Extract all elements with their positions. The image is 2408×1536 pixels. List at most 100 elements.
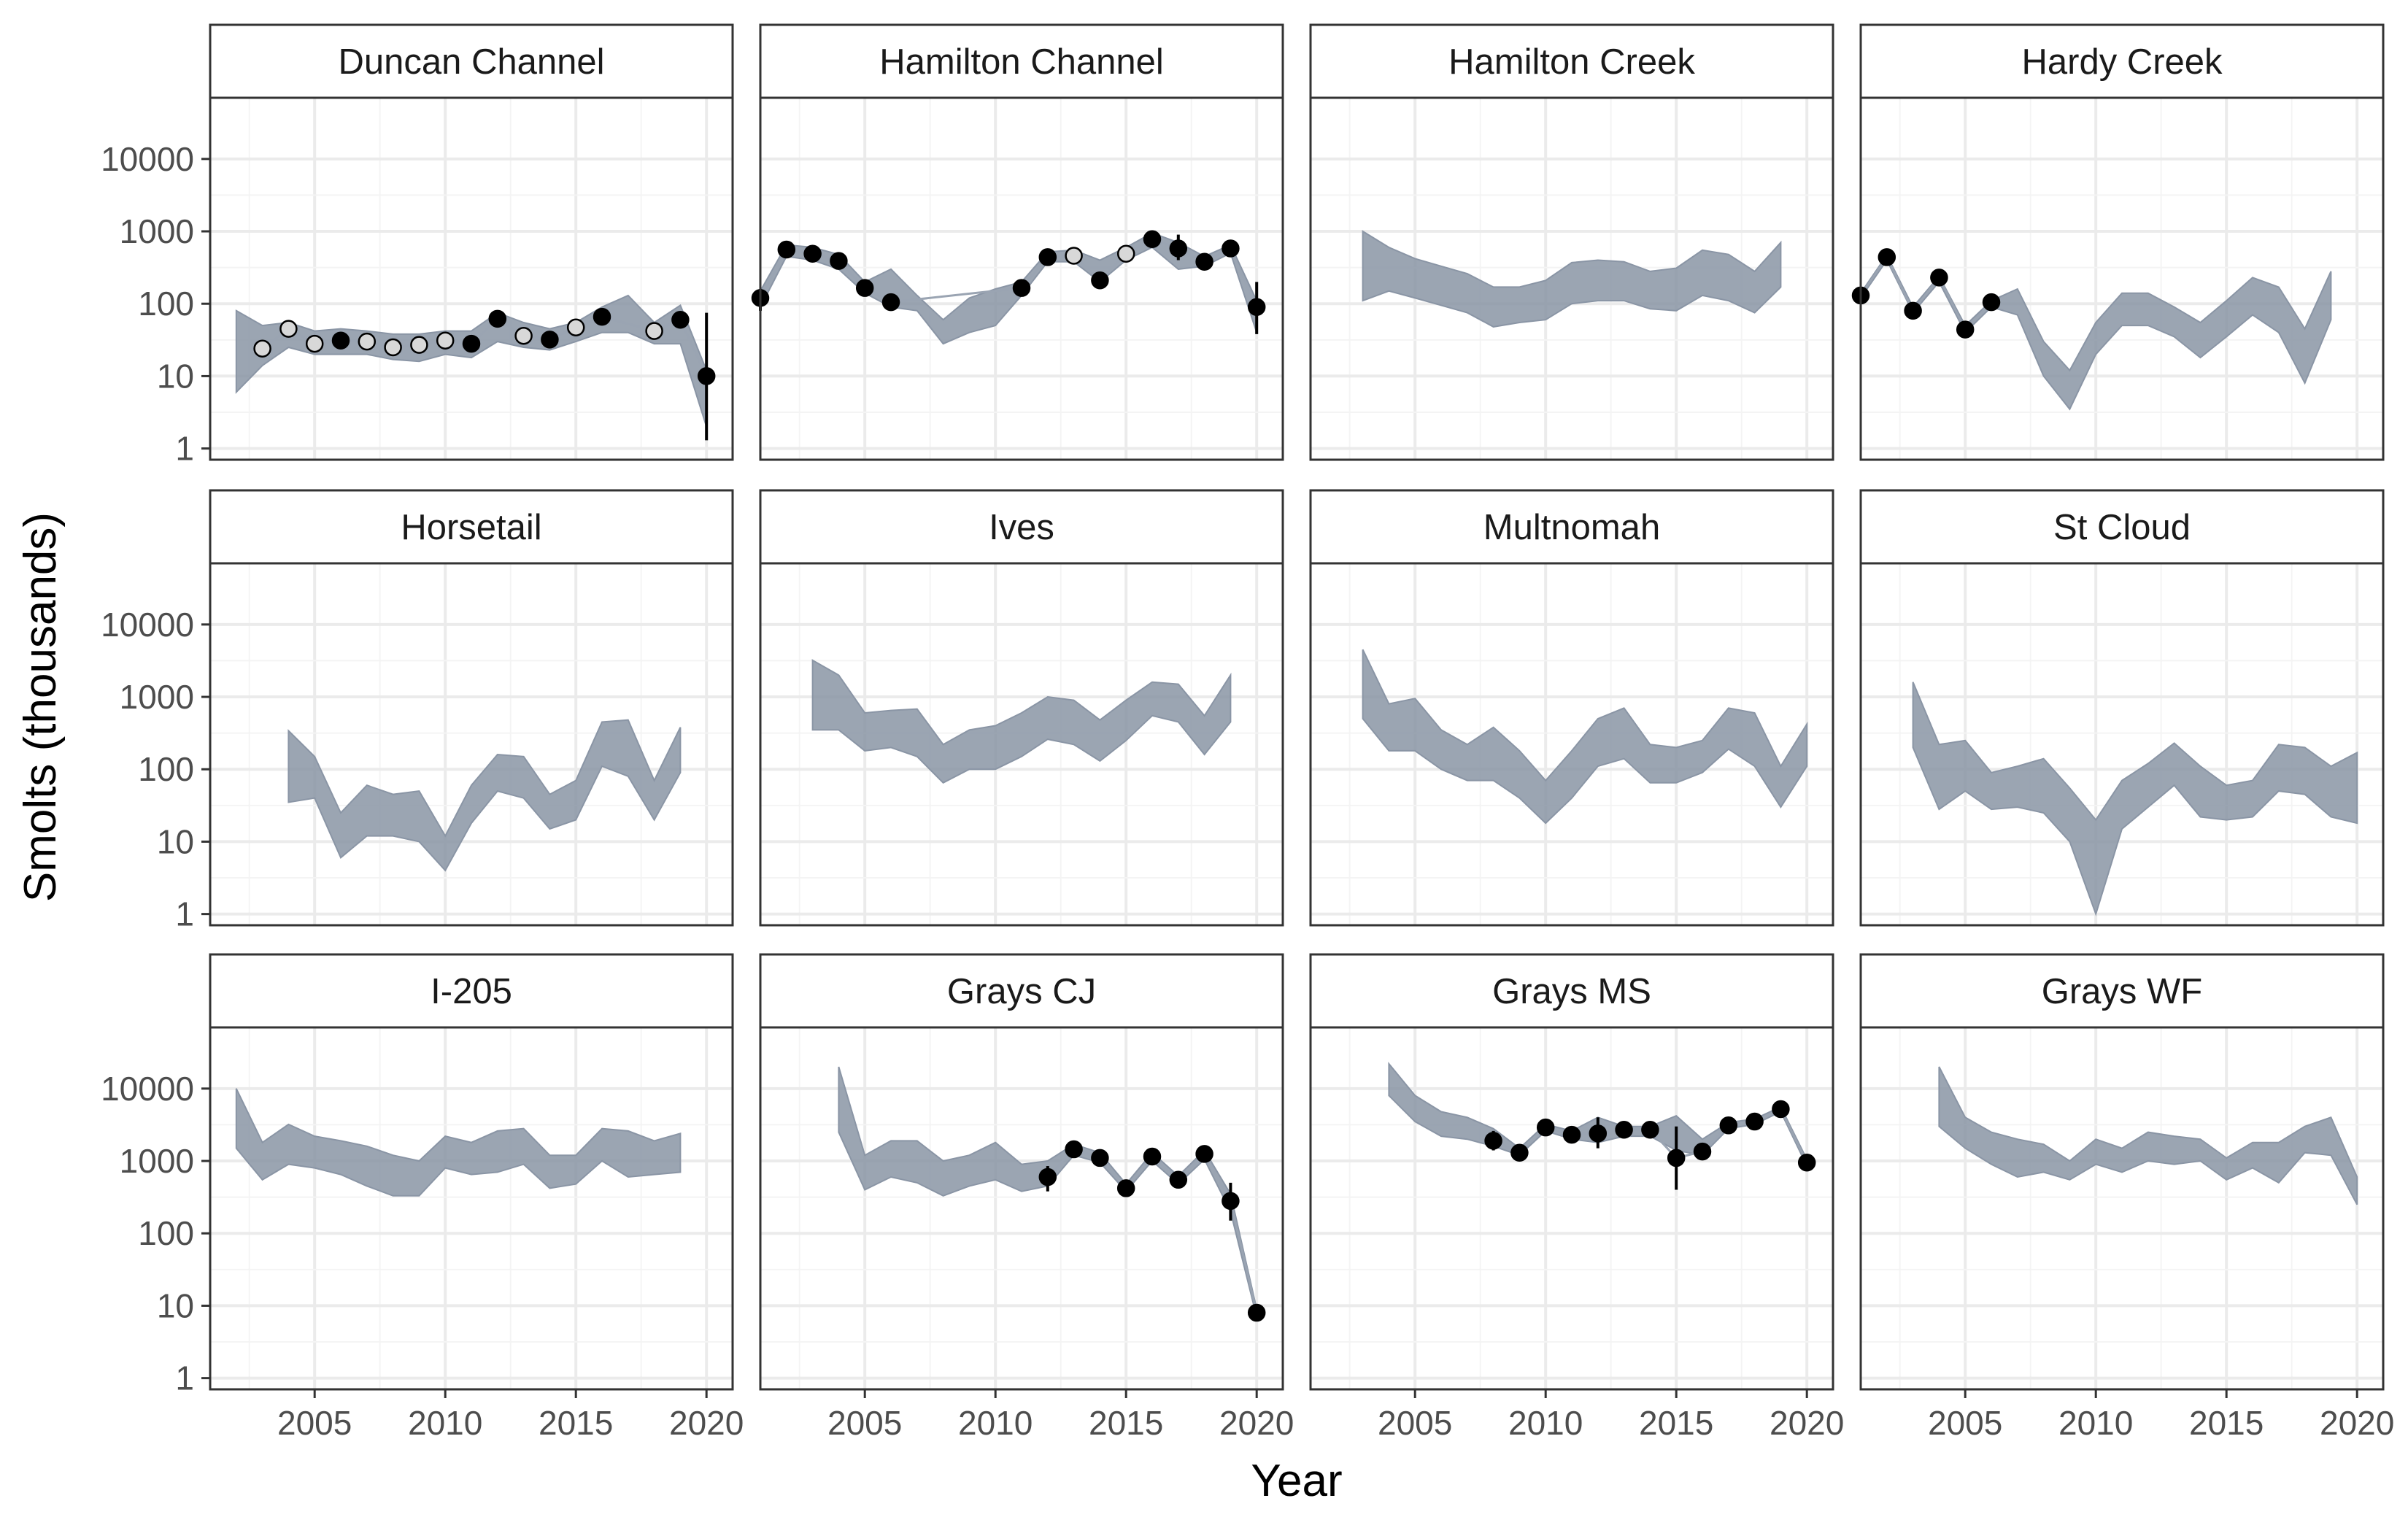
credible-interval-ribbon (1362, 649, 1808, 825)
y-tick-label: 10000 (101, 1070, 194, 1108)
open-data-point (253, 339, 271, 358)
data-point (1956, 320, 1975, 339)
facet-title: Hardy Creek (2021, 42, 2223, 82)
data-point (541, 331, 559, 349)
open-data-point (1116, 244, 1135, 263)
x-tick-label: 2020 (1219, 1404, 1294, 1442)
facet-title: Duncan Channel (338, 42, 604, 82)
data-point (1615, 1120, 1633, 1139)
panel-border (759, 562, 1284, 927)
x-tick-label: 2015 (2189, 1404, 2264, 1442)
x-tick-label: 2010 (958, 1404, 1033, 1442)
data-point (488, 309, 507, 328)
x-tick-label: 2020 (669, 1404, 744, 1442)
facet-panel: I-205 1 10 100 1000 10000 2005 2010 2015 2020 (101, 953, 744, 1442)
data-point (1772, 1100, 1790, 1119)
y-tick-label: 1000 (120, 212, 194, 250)
data-point (1484, 1132, 1502, 1150)
credible-interval-ribbon (288, 719, 682, 872)
open-data-point (1065, 247, 1083, 265)
facet-panel: Grays CJ 2005 2010 2015 2020 (759, 953, 1294, 1442)
panel-border (1859, 562, 2385, 927)
data-point (1797, 1153, 1816, 1172)
credible-interval-ribbon (1388, 1062, 1808, 1167)
data-point (1982, 293, 2001, 312)
facet-strip (209, 23, 734, 99)
panel-border (1859, 1026, 2385, 1391)
facet-strip (759, 23, 1284, 99)
facet-title: Grays MS (1492, 972, 1651, 1011)
y-tick-label: 1000 (120, 1142, 194, 1180)
data-point (1878, 248, 1896, 266)
data-point (1169, 239, 1188, 258)
panel-border (759, 1026, 1284, 1391)
data-point (1012, 279, 1031, 297)
facet-panel: Grays WF 2005 2010 2015 2020 (1859, 953, 2394, 1442)
credible-interval-ribbon (235, 1088, 682, 1197)
facet-panel: Hardy Creek (1851, 23, 2385, 461)
y-tick-label: 10 (157, 822, 194, 860)
x-tick-label: 2020 (1770, 1404, 1844, 1442)
facet-panel: Duncan Channel 1 10 100 1000 10000 (101, 23, 734, 468)
open-data-point (566, 318, 585, 337)
data-point (1116, 1179, 1135, 1197)
y-tick-label: 10 (157, 1286, 194, 1324)
data-point (1222, 239, 1240, 258)
data-point (803, 244, 822, 263)
data-point (462, 334, 481, 353)
y-tick-label: 1 (175, 895, 194, 933)
facet-strip (1309, 953, 1834, 1029)
x-tick-label: 2010 (1508, 1404, 1583, 1442)
data-point (1143, 1147, 1162, 1166)
facet-panel: Horsetail 1 10 100 1000 10000 (101, 489, 734, 933)
data-point (1091, 271, 1109, 290)
data-point (1247, 298, 1266, 317)
data-point (1038, 1168, 1057, 1186)
facet-title: Ives (989, 508, 1054, 547)
facet-strip (759, 953, 1284, 1029)
credible-interval-ribbon (1912, 682, 2358, 916)
panel-border (1309, 1026, 1834, 1391)
y-tick-label: 10 (157, 357, 194, 395)
data-point (777, 240, 796, 259)
facet-strip (1859, 23, 2385, 99)
data-point (1641, 1120, 1659, 1139)
panel-border (1309, 96, 1834, 461)
x-tick-label: 2015 (1639, 1404, 1713, 1442)
data-point (671, 310, 690, 329)
x-tick-label: 2010 (408, 1404, 482, 1442)
facet-strip (1859, 953, 2385, 1029)
x-tick-label: 2005 (1928, 1404, 2002, 1442)
data-point (1562, 1125, 1581, 1144)
facet-strip (1309, 23, 1834, 99)
data-point (1510, 1143, 1529, 1162)
x-tick-label: 2010 (2058, 1404, 2133, 1442)
facet-title: Hamilton Creek (1448, 42, 1695, 82)
facet-panel: Ives (759, 489, 1284, 927)
x-tick-label: 2005 (1378, 1404, 1452, 1442)
panel-border (209, 96, 734, 461)
panel-border (759, 96, 1284, 461)
data-point (1247, 1303, 1266, 1322)
data-point (1065, 1140, 1083, 1159)
credible-interval-ribbon (811, 659, 1232, 784)
panel-border (1309, 562, 1834, 927)
y-tick-label: 100 (138, 285, 194, 323)
data-point (1693, 1142, 1712, 1161)
facet-panel: Hamilton Channel (751, 23, 1284, 461)
data-point (1091, 1149, 1109, 1168)
data-point (697, 367, 716, 385)
credible-interval-ribbon (1362, 230, 1782, 328)
observed-trend-line (1046, 1148, 1258, 1313)
y-tick-label: 1 (175, 430, 194, 468)
open-data-point (410, 336, 428, 354)
data-point (1143, 230, 1162, 248)
data-point (1169, 1170, 1188, 1189)
facet-title: Grays CJ (947, 972, 1096, 1011)
facet-title: Hamilton Channel (879, 42, 1164, 82)
open-data-point (436, 331, 455, 350)
facet-panel: Multnomah (1309, 489, 1834, 927)
facet-panel: Hamilton Creek (1309, 23, 1834, 461)
